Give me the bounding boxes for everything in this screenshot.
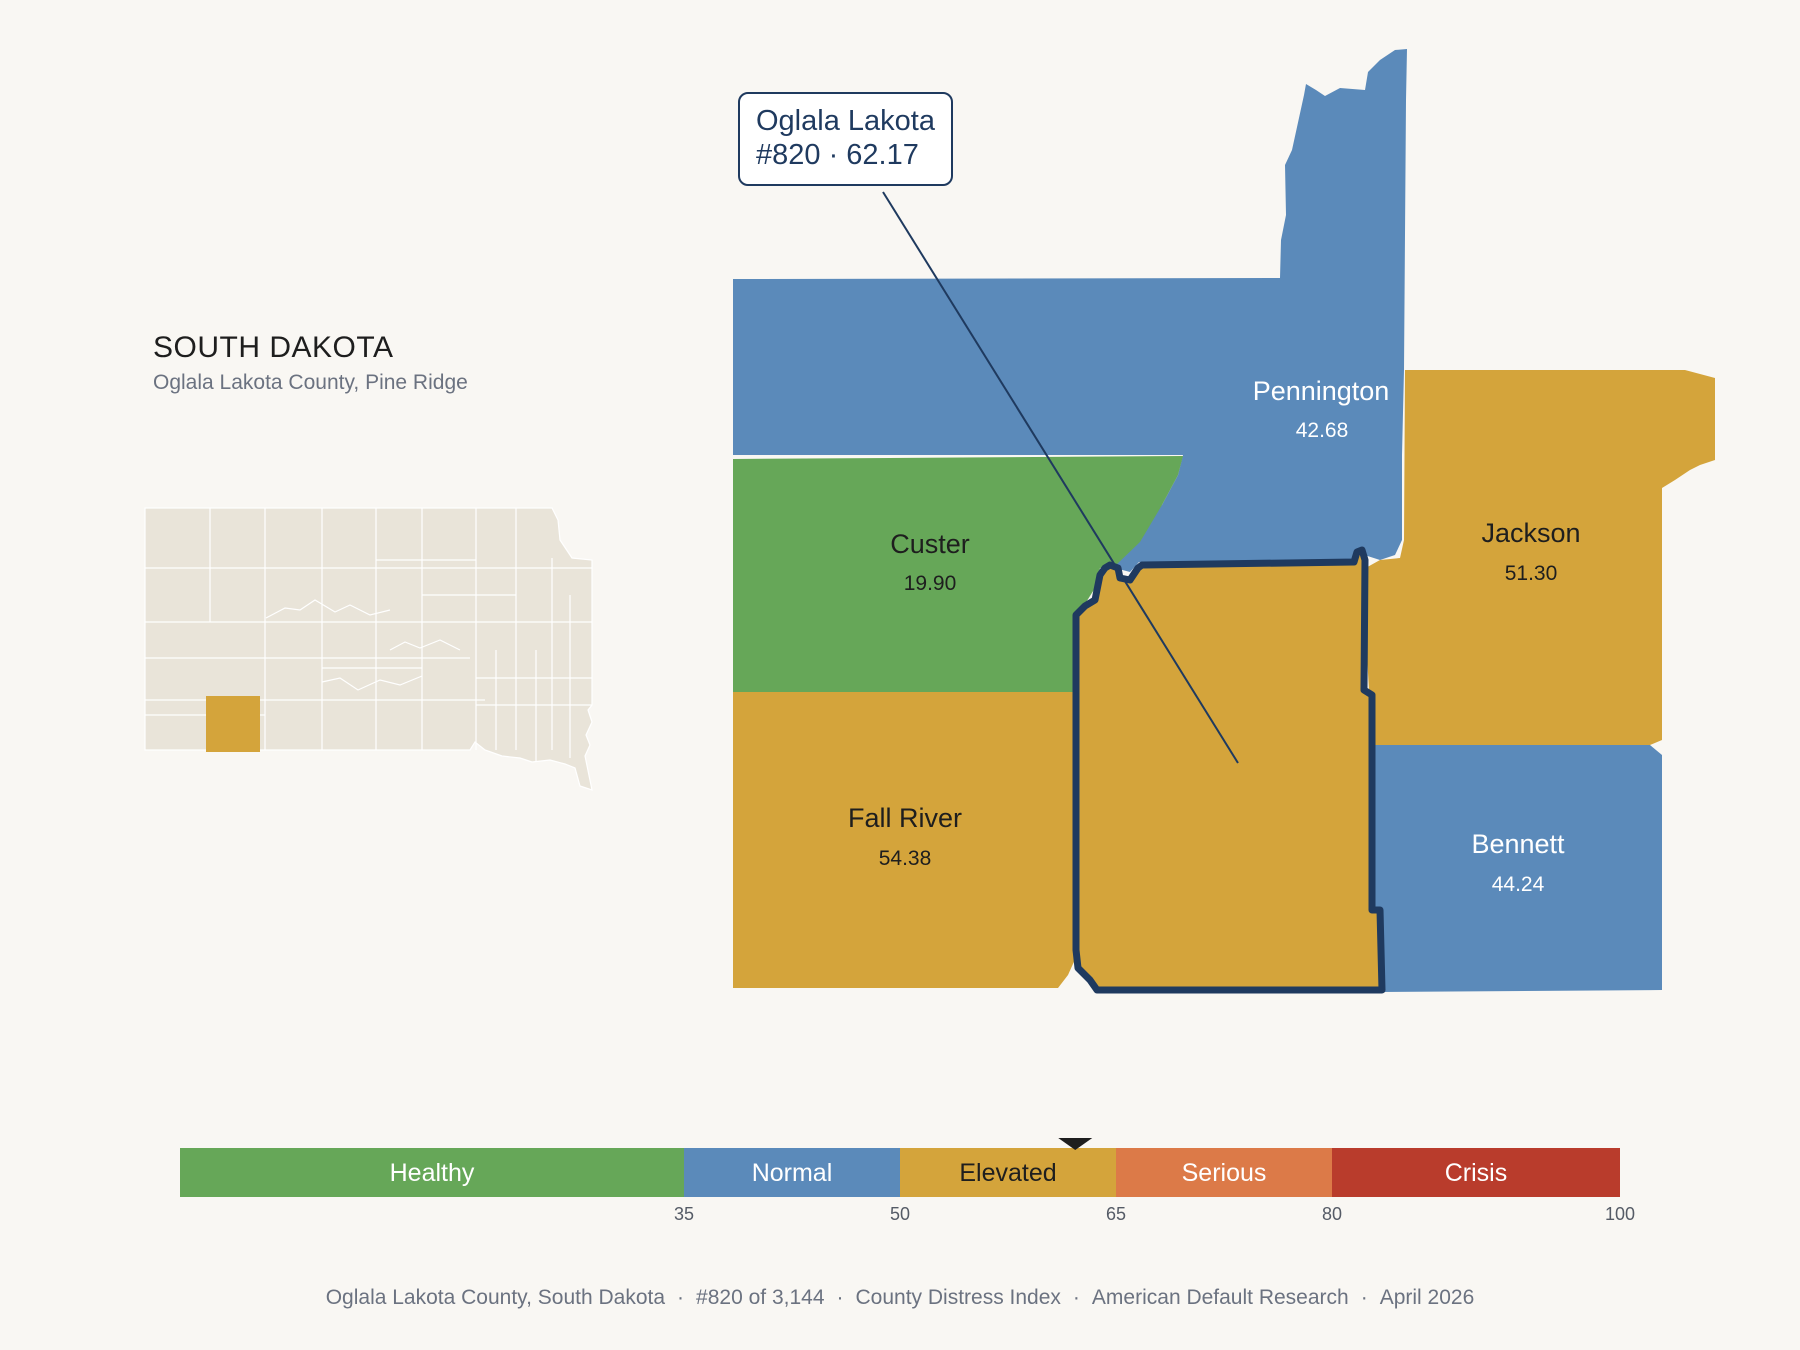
footer: Oglala Lakota County, South Dakota · #820 … <box>0 1286 1800 1310</box>
scale-tick-35: 35 <box>674 1204 694 1224</box>
scale-segment-serious <box>1116 1148 1332 1197</box>
scale-segment-label-serious: Serious <box>1182 1159 1267 1187</box>
state-locator-map <box>144 507 593 791</box>
footer-location: Oglala Lakota County, South Dakota <box>325 1286 666 1309</box>
highlight-callout: Oglala Lakota #820 · 62.17 <box>738 92 953 186</box>
county-oglala-lakota[interactable] <box>1072 546 1386 994</box>
footer-separator: · <box>836 1286 844 1309</box>
county-fall-river[interactable] <box>733 692 1077 988</box>
callout-county-name: Oglala Lakota <box>756 105 935 137</box>
footer-separator: · <box>1360 1286 1368 1309</box>
scale-segment-healthy <box>180 1148 684 1197</box>
scale-segment-label-crisis: Crisis <box>1445 1159 1508 1187</box>
inset-highlight-oglala-lakota <box>206 696 260 752</box>
scale-tick-80: 80 <box>1322 1204 1342 1224</box>
scale-tick-100: 100 <box>1605 1204 1635 1224</box>
scale-segment-label-healthy: Healthy <box>390 1159 475 1187</box>
county-bennett[interactable] <box>1368 745 1662 992</box>
scale-indicator-marker <box>1058 1138 1093 1150</box>
scale-segment-normal <box>684 1148 900 1197</box>
scale-segment-label-elevated: Elevated <box>959 1159 1056 1187</box>
callout-rank-score: #820 · 62.17 <box>756 139 919 171</box>
county-grid <box>145 508 592 762</box>
scale-tick-65: 65 <box>1106 1204 1126 1224</box>
footer-date: April 2026 <box>1379 1286 1475 1309</box>
footer-index-name: County Distress Index <box>855 1286 1061 1309</box>
state-subtitle: Oglala Lakota County, Pine Ridge <box>153 371 468 394</box>
state-title: SOUTH DAKOTA <box>153 331 394 364</box>
scale-segment-elevated <box>900 1148 1116 1197</box>
footer-rank: #820 of 3,144 <box>696 1286 825 1309</box>
scale-segment-label-normal: Normal <box>752 1159 833 1187</box>
county-jackson[interactable] <box>1362 370 1715 745</box>
footer-publisher: American Default Research <box>1091 1286 1349 1309</box>
footer-separator: · <box>677 1286 685 1309</box>
scale-tick-50: 50 <box>890 1204 910 1224</box>
footer-separator: · <box>1072 1286 1080 1309</box>
scale-segment-crisis <box>1332 1148 1620 1197</box>
